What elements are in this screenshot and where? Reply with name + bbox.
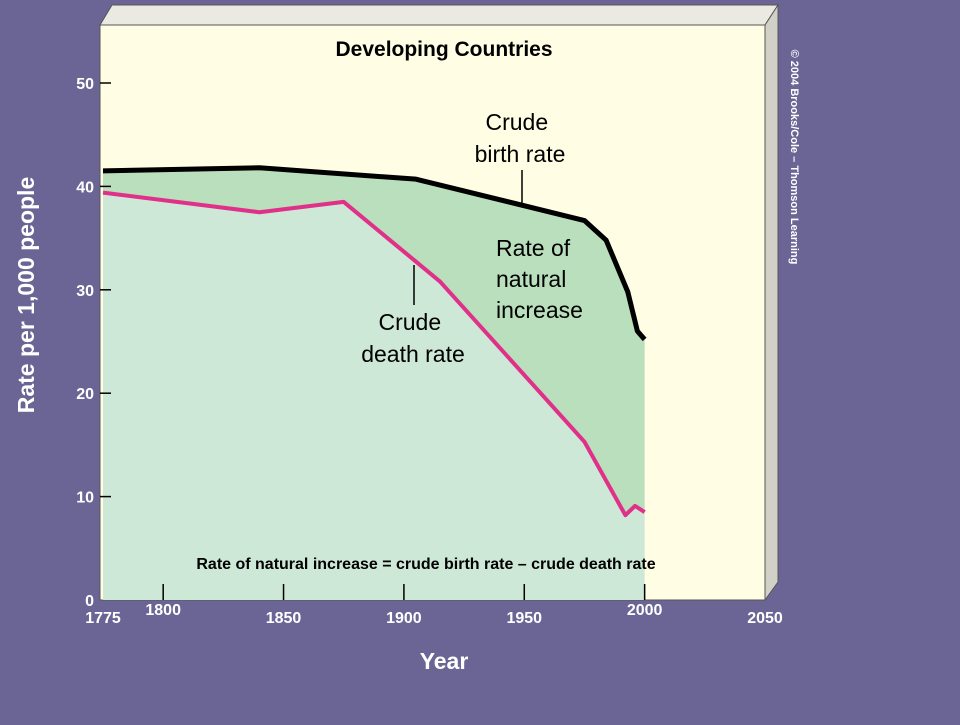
x-tick-label: 2050 — [747, 610, 783, 627]
x-tick-label: 1775 — [85, 610, 121, 627]
copyright-notice: © 2004 Brooks/Cole – Thomson Learning — [788, 50, 800, 265]
y-tick-label: 0 — [85, 593, 94, 610]
y-axis-title: Rate per 1,000 people — [13, 177, 39, 414]
x-axis-title: Year — [420, 648, 469, 674]
series-line-crude-death-rate — [102, 190, 646, 518]
birth-rate-label: Crude birth rate — [475, 109, 566, 167]
x-tick-label: 1850 — [266, 610, 302, 627]
axis-layer: 0 10 20 30 40 50 1775 1800 1850 1900 1950 2000 2050 — [76, 76, 783, 627]
formula-annotation: Rate of natural increase = crude birth r… — [196, 556, 655, 573]
birth-rate-label-line-2: birth rate — [475, 141, 566, 167]
natural-increase-label-line-1: Rate of — [496, 235, 571, 261]
y-tick-label: 10 — [76, 490, 94, 507]
birth-rate-label-line-1: Crude — [485, 109, 548, 135]
death-rate-label-line-2: death rate — [361, 341, 465, 367]
panel-top-face — [99, 4, 779, 26]
y-tick-label: 50 — [76, 76, 94, 93]
x-tick-label: 1900 — [386, 610, 422, 627]
line-layer — [102, 165, 647, 518]
natural-increase-label-line-3: increase — [496, 297, 583, 323]
natural-increase-label: Rate of natural increase — [496, 235, 583, 323]
x-tick-label: 1950 — [506, 610, 542, 627]
y-tick-label: 40 — [76, 179, 94, 196]
area-layer — [103, 167, 645, 600]
series-line-crude-birth-rate — [102, 165, 647, 342]
natural-increase-area — [103, 167, 645, 516]
x-tick-label: 1800 — [145, 602, 181, 619]
x-tick-label: 2000 — [627, 602, 663, 619]
below-death-rate-area — [103, 192, 645, 600]
death-rate-label-line-1: Crude — [378, 309, 441, 335]
y-tick-label: 20 — [76, 386, 94, 403]
natural-increase-label-line-2: natural — [496, 266, 566, 292]
panel-side-face — [764, 3, 779, 602]
y-tick-label: 30 — [76, 283, 94, 300]
death-rate-label: Crude death rate — [361, 309, 465, 367]
chart-title: Developing Countries — [335, 38, 552, 61]
